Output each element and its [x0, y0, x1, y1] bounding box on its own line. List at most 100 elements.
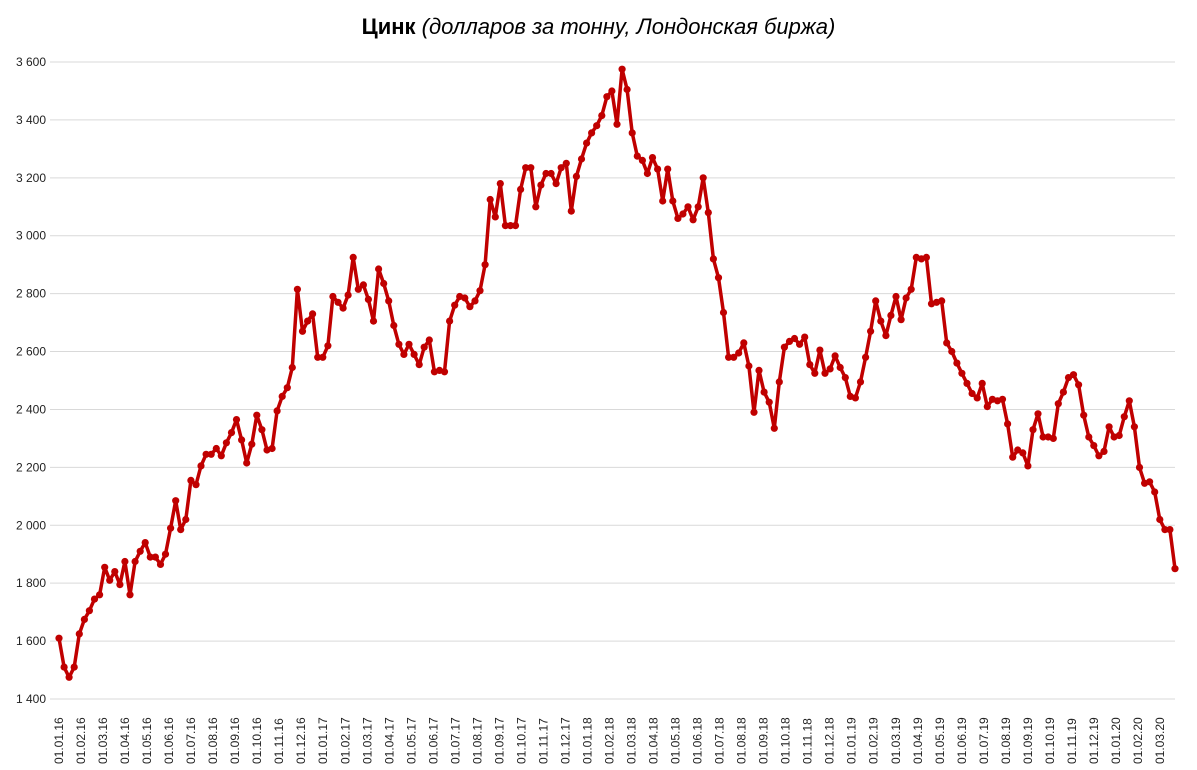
data-point: [131, 557, 139, 566]
data-point: [532, 203, 540, 211]
data-point: [339, 304, 347, 312]
data-point: [491, 213, 499, 221]
data-point: [232, 416, 241, 424]
data-point: [755, 366, 763, 374]
y-tick-label: 1 600: [16, 634, 46, 648]
x-tick-label: 01.04.16: [118, 717, 132, 764]
y-tick-label: 2 000: [16, 518, 46, 532]
x-tick-label: 01.07.19: [977, 717, 991, 764]
data-point: [856, 378, 865, 386]
data-point: [344, 291, 352, 299]
data-point: [278, 392, 286, 400]
y-tick-label: 3 200: [16, 171, 46, 185]
data-point: [258, 426, 266, 434]
data-point: [882, 332, 890, 340]
y-tick-label: 3 600: [16, 55, 46, 69]
x-tick-label: 01.12.19: [1087, 717, 1101, 764]
x-tick-label: 01.05.19: [933, 717, 947, 764]
data-point: [719, 308, 728, 317]
data-point: [643, 169, 652, 178]
data-point: [375, 265, 383, 273]
x-tick-label: 01.08.17: [470, 717, 484, 764]
data-point: [1120, 413, 1128, 421]
data-point: [699, 174, 707, 182]
x-tick-label: 01.05.17: [404, 717, 418, 764]
x-tick-label: 01.01.19: [845, 717, 859, 764]
data-point: [146, 553, 154, 561]
data-point: [202, 450, 210, 458]
data-point: [126, 591, 134, 599]
data-point: [1049, 434, 1057, 442]
data-point: [537, 181, 545, 189]
data-point: [1156, 515, 1164, 524]
data-point: [862, 353, 870, 361]
x-tick-label: 01.04.17: [382, 717, 396, 764]
data-point: [501, 222, 509, 230]
data-point: [801, 333, 809, 341]
data-point: [283, 384, 291, 392]
data-point: [669, 197, 677, 205]
data-point: [172, 497, 180, 505]
data-point: [329, 292, 337, 301]
data-point: [750, 408, 758, 416]
data-point: [415, 361, 423, 369]
data-point: [922, 253, 931, 261]
data-point: [547, 169, 555, 178]
data-point: [613, 120, 621, 128]
data-point: [106, 576, 114, 584]
data-point: [187, 476, 195, 484]
data-point: [1019, 449, 1027, 457]
data-point: [511, 222, 520, 230]
x-axis-ticks: 01.01.16 01.02.16 01.03.16 01.04.16 01.05.16…: [52, 717, 1167, 764]
y-tick-label: 1 800: [16, 576, 46, 590]
data-point: [780, 343, 789, 351]
data-point: [897, 316, 905, 324]
data-point: [735, 349, 743, 357]
data-point: [598, 112, 606, 120]
data-point: [831, 352, 839, 360]
data-point: [177, 526, 185, 534]
data-point: [141, 539, 149, 547]
data-point: [167, 524, 175, 532]
data-point: [603, 93, 611, 101]
data-point: [319, 353, 327, 361]
x-tick-label: 01.03.17: [360, 717, 374, 764]
data-point: [1115, 431, 1123, 440]
x-tick-label: 01.02.19: [867, 717, 881, 764]
x-tick-label: 01.02.20: [1131, 717, 1145, 764]
data-point: [1125, 397, 1133, 405]
x-tick-label: 01.04.19: [911, 717, 925, 764]
data-point: [268, 444, 276, 453]
data-point: [664, 165, 672, 173]
x-tick-label: 01.08.18: [735, 717, 749, 764]
data-point: [70, 663, 78, 671]
x-tick-label: 01.02.16: [74, 717, 88, 764]
data-point: [1171, 565, 1179, 573]
data-point: [1075, 381, 1083, 389]
data-point: [593, 122, 601, 130]
x-tick-label: 01.01.16: [52, 717, 66, 764]
data-point: [694, 203, 702, 211]
chart-subtitle: (долларов за тонну, Лондонская биржа): [421, 14, 836, 39]
data-point: [517, 185, 525, 193]
data-point: [1069, 371, 1078, 379]
x-tick-label: 01.06.17: [426, 717, 440, 764]
data-point: [638, 156, 647, 164]
data-point: [182, 515, 190, 524]
data-point: [222, 439, 230, 447]
y-tick-label: 2 600: [16, 345, 46, 359]
data-point: [704, 209, 712, 217]
data-point: [760, 388, 768, 396]
x-tick-label: 01.09.16: [228, 717, 242, 764]
data-point: [1151, 488, 1159, 496]
data-point: [461, 294, 469, 302]
data-point: [364, 295, 372, 303]
x-tick-label: 01.08.19: [999, 717, 1013, 764]
data-point: [1009, 453, 1017, 461]
x-tick-label: 01.01.17: [316, 717, 330, 764]
data-point: [968, 389, 976, 398]
data-point: [506, 222, 515, 230]
data-point: [1080, 411, 1088, 419]
data-point: [217, 452, 225, 460]
